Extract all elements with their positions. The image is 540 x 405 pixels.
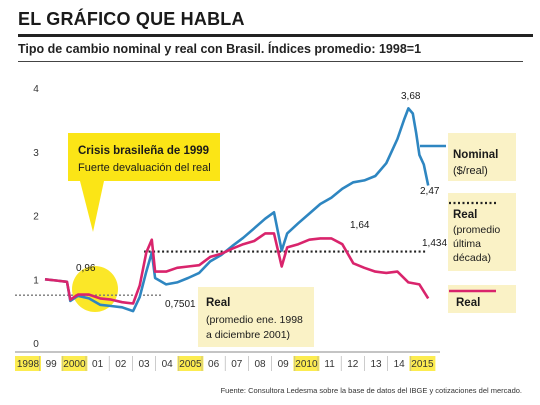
series-line-real: [44, 232, 430, 305]
x-tick-label: 99: [46, 359, 58, 370]
crisis-callout-pointer: [80, 181, 104, 232]
x-tick-highlight: [177, 356, 204, 371]
real-avg-line1: (promedio ene. 1998: [206, 314, 303, 326]
legend-box-nominal: [448, 133, 516, 181]
x-tick-label: 06: [208, 359, 220, 370]
legend-box-real-decade: [448, 193, 516, 271]
crisis-callout-text: Fuerte devaluación del real: [78, 162, 211, 174]
subtitle-rule: [18, 61, 523, 62]
chart-subtitle: Tipo de cambio nominal y real con Brasil…: [18, 42, 422, 56]
header: EL GRÁFICO QUE HABLA: [10, 4, 533, 37]
x-tick-label: 2010: [295, 359, 318, 370]
x-tick-label: 14: [394, 359, 406, 370]
value-label: 0,7501: [165, 299, 196, 310]
x-tick-label: 1998: [17, 359, 40, 370]
value-label: 0,96: [76, 263, 96, 274]
x-tick-label: 11: [324, 359, 335, 370]
value-label: 2,47: [420, 186, 440, 197]
x-tick-highlight: [61, 356, 88, 371]
x-tick-label: 2000: [63, 359, 86, 370]
legend-sub-nominal: ($/real): [453, 165, 488, 177]
x-tick-highlight: [15, 356, 41, 371]
real-avg-title: Real: [206, 297, 230, 309]
x-tick-label: 13: [370, 359, 382, 370]
x-tick-label: 02: [115, 359, 127, 370]
y-tick-label: 0: [33, 339, 39, 350]
crisis-callout-title: Crisis brasileña de 1999: [78, 145, 209, 157]
legend-box-real: [448, 285, 516, 313]
page-title: EL GRÁFICO QUE HABLA: [18, 9, 245, 29]
header-rule: [18, 34, 533, 37]
legend-sub-real-decade-3: década): [453, 252, 491, 264]
legend-sub-real-decade-1: (promedio: [453, 224, 500, 236]
crisis-callout-box: [68, 133, 220, 181]
x-tick-label: 2015: [411, 359, 434, 370]
x-tick-label: 09: [278, 359, 290, 370]
value-label: 1,64: [350, 220, 370, 231]
y-tick-label: 2: [33, 212, 39, 223]
y-tick-label: 4: [33, 84, 39, 95]
y-tick-label: 1: [33, 275, 39, 286]
y-tick-label: 3: [33, 148, 39, 159]
x-tick-label: 03: [138, 359, 150, 370]
x-tick-label: 2005: [179, 359, 202, 370]
x-tick-highlight: [293, 356, 320, 371]
x-tick-label: 07: [231, 359, 243, 370]
real-avg-box: [198, 287, 314, 347]
x-tick-label: 01: [92, 359, 104, 370]
real-avg-line2: a diciembre 2001): [206, 329, 290, 341]
crisis-highlight-circle: [72, 266, 118, 312]
legend-label-real-decade: Real: [453, 209, 477, 221]
value-label: 3,68: [401, 91, 421, 102]
series-line-nominal: [44, 107, 430, 313]
x-tick-label: 04: [162, 359, 174, 370]
x-tick-highlight: [409, 356, 436, 371]
x-tick-label: 12: [347, 359, 359, 370]
x-tick-label: 08: [254, 359, 266, 370]
legend-label-real: Real: [456, 297, 480, 309]
value-label: 1,434: [422, 238, 447, 249]
legend-label-nominal: Nominal: [453, 149, 498, 161]
source-note: Fuente: Consultora Ledesma sobre la base…: [220, 386, 522, 395]
legend-sub-real-decade-2: última: [453, 238, 481, 250]
